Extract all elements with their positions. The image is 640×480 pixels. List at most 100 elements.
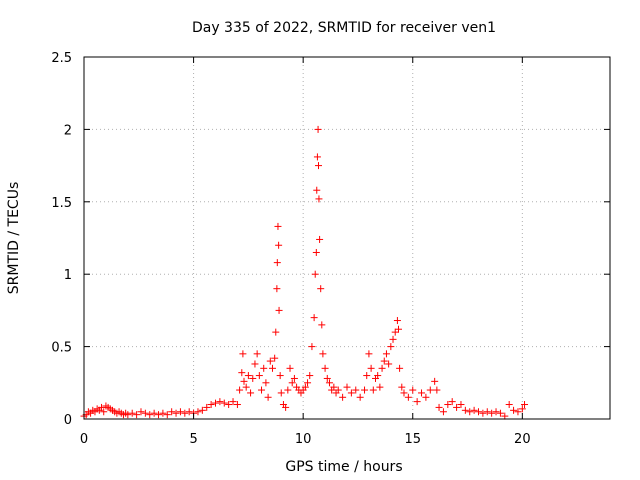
data-point — [262, 379, 270, 387]
data-point — [100, 408, 108, 416]
grid-lines — [84, 57, 610, 419]
x-tick-label: 0 — [80, 432, 88, 447]
data-point — [312, 248, 320, 256]
data-point — [239, 350, 247, 358]
data-point — [163, 411, 171, 419]
data-point — [168, 408, 176, 416]
data-point — [311, 270, 319, 278]
data-point — [141, 409, 149, 417]
data-point — [155, 411, 163, 419]
data-point — [352, 386, 360, 394]
data-point — [242, 383, 250, 391]
data-point — [496, 409, 504, 417]
y-tick-label: 0.5 — [51, 341, 72, 356]
data-point — [461, 406, 469, 414]
data-point — [313, 153, 321, 161]
data-point — [240, 377, 248, 385]
data-point — [308, 343, 316, 351]
data-point — [385, 360, 393, 368]
data-point — [172, 409, 180, 417]
data-point — [369, 386, 377, 394]
data-point — [343, 383, 351, 391]
data-point — [272, 328, 280, 336]
data-point — [198, 406, 206, 414]
data-point — [277, 389, 285, 397]
data-point — [319, 350, 327, 358]
data-point — [413, 398, 421, 406]
data-point — [98, 403, 106, 411]
data-point — [306, 372, 314, 380]
data-point — [194, 408, 202, 416]
data-point — [453, 403, 461, 411]
data-point — [181, 409, 189, 417]
data-point — [457, 401, 465, 409]
data-point — [475, 408, 482, 416]
y-tick-label: 0 — [64, 413, 72, 428]
x-tick-label: 5 — [189, 432, 197, 447]
data-point — [518, 405, 526, 413]
data-point — [400, 389, 408, 397]
data-point — [284, 386, 292, 394]
data-point — [315, 162, 323, 170]
axis-ticks — [83, 56, 610, 420]
data-point — [374, 372, 382, 380]
data-point — [314, 125, 322, 133]
data-point — [274, 222, 282, 230]
data-point — [310, 314, 318, 322]
data-point — [426, 386, 434, 394]
data-point — [251, 360, 259, 368]
data-point — [422, 393, 430, 401]
data-point — [439, 408, 447, 416]
data-point — [396, 364, 404, 372]
data-point — [238, 369, 246, 377]
data-point — [444, 401, 452, 409]
data-point — [282, 403, 290, 411]
data-point — [220, 399, 228, 407]
data-point — [133, 411, 141, 419]
data-point — [365, 350, 373, 358]
x-tick-label: 10 — [295, 432, 312, 447]
plot-frame — [83, 56, 611, 420]
data-point — [492, 408, 500, 416]
data-point — [286, 364, 294, 372]
data-point — [448, 398, 456, 406]
y-tick-labels: 0 0.5 1 1.5 2 2.5 — [51, 51, 72, 428]
data-point — [273, 259, 281, 267]
data-point — [380, 357, 388, 365]
data-point — [505, 401, 513, 409]
data-point — [212, 399, 219, 407]
data-point — [229, 398, 237, 406]
data-point — [363, 372, 371, 380]
x-axis-label: GPS time / hours — [285, 459, 402, 475]
data-point — [321, 364, 329, 372]
data-point — [288, 379, 296, 387]
data-point — [315, 195, 323, 203]
data-point — [431, 377, 439, 385]
data-point — [334, 386, 342, 394]
data-point — [268, 364, 276, 372]
data-point — [216, 398, 224, 406]
data-point — [159, 409, 167, 417]
data-point — [433, 386, 441, 394]
data-point — [378, 364, 386, 372]
data-point — [146, 411, 154, 419]
data-point — [488, 409, 496, 417]
data-point — [185, 408, 193, 416]
data-point — [236, 386, 244, 394]
data-point — [203, 403, 211, 411]
data-point — [483, 408, 491, 416]
data-point — [253, 350, 261, 358]
data-point — [389, 335, 397, 343]
data-point — [249, 374, 257, 382]
x-tick-label: 20 — [514, 432, 531, 447]
data-point — [382, 350, 390, 358]
data-point — [273, 285, 281, 293]
data-point — [466, 408, 474, 416]
data-point — [276, 372, 284, 380]
data-point — [176, 408, 184, 416]
data-point — [367, 364, 375, 372]
data-point — [409, 386, 417, 394]
data-point — [361, 386, 369, 394]
data-point — [339, 393, 347, 401]
